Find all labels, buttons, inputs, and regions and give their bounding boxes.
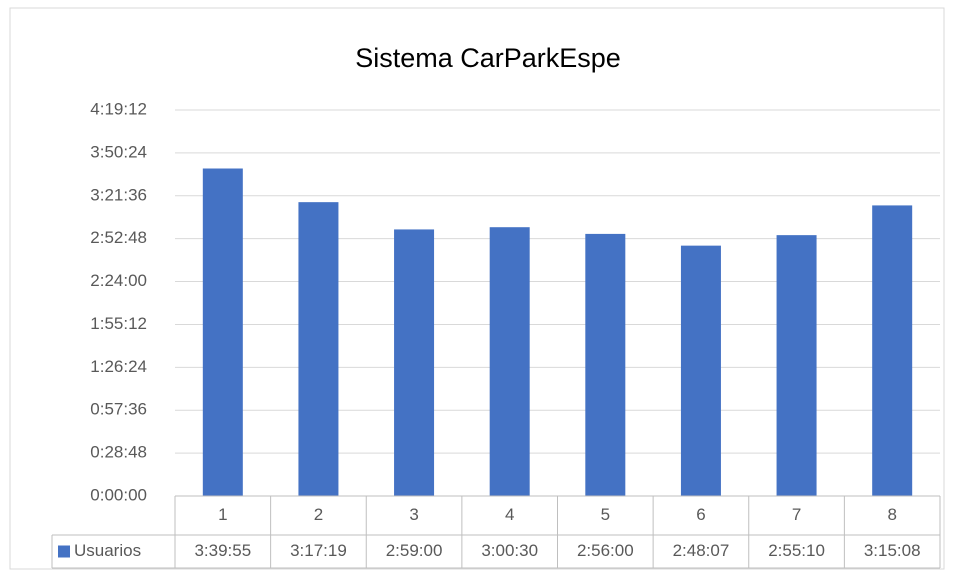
bar <box>872 205 913 496</box>
y-tick-label: 1:55:12 <box>90 314 147 333</box>
x-tick-label: 1 <box>218 505 227 524</box>
y-tick-label: 4:19:12 <box>90 99 147 118</box>
x-tick-label: 5 <box>601 505 610 524</box>
data-label: 2:59:00 <box>386 541 443 560</box>
data-label: 3:15:08 <box>864 541 921 560</box>
y-tick-label: 0:28:48 <box>90 443 147 462</box>
y-tick-label: 1:26:24 <box>90 357 147 376</box>
legend-label: Usuarios <box>74 541 141 560</box>
bar <box>489 227 530 497</box>
data-label: 2:48:07 <box>673 541 730 560</box>
x-tick-label: 7 <box>792 505 801 524</box>
y-tick-label: 0:57:36 <box>90 400 147 419</box>
x-tick-label: 6 <box>696 505 705 524</box>
bar <box>298 202 339 497</box>
y-tick-label: 0:00:00 <box>90 485 147 504</box>
bar <box>680 245 721 496</box>
x-tick-label: 8 <box>887 505 896 524</box>
x-tick-label: 3 <box>409 505 418 524</box>
data-label: 3:17:19 <box>290 541 347 560</box>
legend-swatch <box>58 545 70 558</box>
x-tick-label: 4 <box>505 505 514 524</box>
data-label: 2:55:10 <box>768 541 825 560</box>
bar <box>776 235 817 497</box>
y-tick-label: 3:21:36 <box>90 185 147 204</box>
y-tick-label: 3:50:24 <box>90 142 147 161</box>
data-label: 2:56:00 <box>577 541 634 560</box>
y-tick-label: 2:24:00 <box>90 271 147 290</box>
bar <box>585 233 626 496</box>
chart-title: Sistema CarParkEspe <box>355 43 621 73</box>
bar <box>202 168 243 496</box>
y-tick-label: 2:52:48 <box>90 228 147 247</box>
data-label: 3:00:30 <box>481 541 538 560</box>
x-tick-label: 2 <box>314 505 323 524</box>
data-label: 3:39:55 <box>194 541 251 560</box>
bar <box>394 229 435 496</box>
